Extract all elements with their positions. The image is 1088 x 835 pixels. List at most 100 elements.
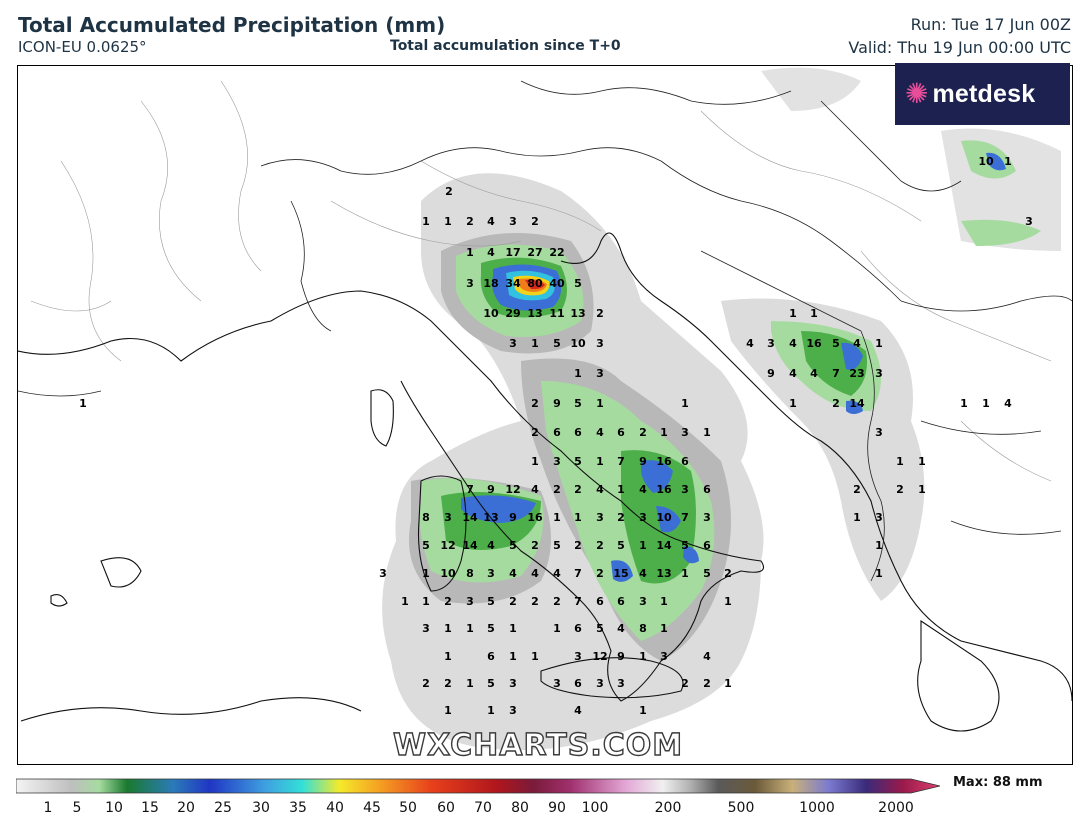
precip-value-label: 3: [553, 677, 561, 690]
colorbar-tick-label: 500: [727, 800, 755, 816]
precip-value-label: 12: [440, 539, 455, 552]
precip-value-label: 14: [849, 397, 865, 410]
valid-time-label: Valid: Thu 19 Jun 00:00 UTC: [848, 38, 1071, 57]
precip-value-label: 7: [832, 367, 840, 380]
precip-value-label: 40: [549, 277, 565, 290]
precip-value-label: 3: [639, 595, 647, 608]
precip-value-label: 3: [487, 567, 495, 580]
precip-value-label: 2: [703, 677, 711, 690]
precip-value-label: 34: [505, 277, 521, 290]
precip-value-label: 1: [509, 650, 517, 663]
precip-value-label: 2: [445, 185, 453, 198]
precip-value-label: 3: [596, 337, 604, 350]
precip-value-label: 1: [466, 622, 474, 635]
precip-value-label: 13: [527, 307, 542, 320]
precip-value-label: 1: [531, 455, 539, 468]
value-labels: 21 1 2 4 3 21 4 17 27 223 18 34 80 40 510 29 13 11 13 23 1 5 1…: [79, 155, 1033, 717]
precip-value-label: 6: [617, 595, 625, 608]
precip-value-label: 3: [466, 595, 474, 608]
precip-value-label: 1: [422, 595, 430, 608]
precip-value-label: 9: [617, 650, 625, 663]
precip-value-label: 13: [570, 307, 585, 320]
precip-value-label: 1: [918, 455, 926, 468]
colorbar-tick-label: 10: [105, 800, 123, 816]
precip-value-label: 4: [596, 483, 604, 496]
colorbar-tick-label: 45: [363, 800, 381, 816]
precip-value-label: 5: [681, 539, 689, 552]
precip-value-label: 1: [401, 595, 409, 608]
precip-value-label: 1: [918, 483, 926, 496]
precip-value-label: 4: [509, 567, 517, 580]
precip-value-label: 2: [681, 677, 689, 690]
precip-value-label: 4: [487, 539, 495, 552]
precip-value-label: 3: [767, 337, 775, 350]
precip-value-label: 3: [875, 511, 883, 524]
precip-value-label: 1: [896, 455, 904, 468]
precip-value-label: 1: [875, 567, 883, 580]
colorbar-tick-label: 50: [399, 800, 417, 816]
colorbar-tick-label: 30: [252, 800, 270, 816]
precip-value-label: 22: [549, 246, 564, 259]
precip-value-label: 1: [444, 650, 452, 663]
precip-value-label: 2: [896, 483, 904, 496]
precip-value-label: 80: [527, 277, 543, 290]
precip-value-label: 3: [596, 511, 604, 524]
colorbar: [16, 778, 941, 794]
precip-value-label: 9: [509, 511, 517, 524]
precip-value-label: 6: [617, 426, 625, 439]
precip-value-label: 5: [574, 455, 582, 468]
precip-value-label: 1: [1004, 155, 1012, 168]
precip-value-label: 3: [617, 677, 625, 690]
precip-value-label: 2: [531, 539, 539, 552]
precip-value-label: 2: [574, 539, 582, 552]
colorbar-tick-label: 5: [72, 800, 82, 816]
precip-value-label: 16: [656, 455, 672, 468]
precip-shading: [382, 67, 1061, 751]
precipitation-map[interactable]: 2 1 1 2 4 3 2 1 4 17 27 22 3 18 34 80 40 5 10 29 13 11 13 2 3 1 5 1…: [17, 65, 1073, 765]
precip-value-label: 1: [553, 511, 561, 524]
precip-value-label: 1: [660, 426, 668, 439]
precip-value-label: 3: [681, 483, 689, 496]
precip-value-label: 7: [681, 511, 689, 524]
precip-value-label: 2: [596, 307, 604, 320]
precip-value-label: 7: [574, 595, 582, 608]
precip-value-label: 1: [466, 677, 474, 690]
precip-value-label: 3: [875, 426, 883, 439]
precip-value-label: 12: [592, 650, 607, 663]
chart-subtitle: Total accumulation since T+0: [390, 38, 621, 54]
precip-value-label: 9: [767, 367, 775, 380]
colorbar-tick-label: 1000: [799, 800, 835, 816]
precip-value-label: 1: [789, 397, 797, 410]
precip-value-label: 2: [466, 215, 474, 228]
colorbar-tick-label: 15: [141, 800, 159, 816]
precip-value-label: 4: [703, 650, 711, 663]
precip-value-label: 2: [531, 595, 539, 608]
precip-value-label: 5: [617, 539, 625, 552]
precip-value-label: 2: [853, 483, 861, 496]
precip-value-label: 10: [978, 155, 994, 168]
wxcharts-watermark: WXCHARTS.COM: [392, 727, 684, 763]
precip-value-label: 4: [617, 622, 625, 635]
precip-value-label: 5: [574, 397, 582, 410]
precip-value-label: 3: [574, 650, 582, 663]
precip-value-label: 2: [724, 567, 732, 580]
precip-value-label: 1: [681, 567, 689, 580]
precip-value-label: 14: [462, 511, 478, 524]
colorbar-gradient: [16, 778, 941, 794]
precip-value-label: 11: [549, 307, 564, 320]
precip-value-label: 2: [422, 677, 430, 690]
precip-value-label: 7: [574, 567, 582, 580]
precip-value-label: 4: [487, 246, 495, 259]
precip-value-label: 4: [639, 483, 647, 496]
precip-value-label: 1: [422, 215, 430, 228]
precip-value-label: 7: [466, 483, 474, 496]
precip-value-label: 4: [531, 567, 539, 580]
precip-value-label: 3: [509, 704, 517, 717]
precip-value-label: 1: [79, 397, 87, 410]
precip-value-label: 4: [574, 704, 582, 717]
precip-value-label: 6: [681, 455, 689, 468]
precip-value-label: 1: [531, 337, 539, 350]
colorbar-tick-label: 70: [474, 800, 492, 816]
precip-value-label: 3: [681, 426, 689, 439]
logo-text: metdesk: [932, 79, 1036, 108]
